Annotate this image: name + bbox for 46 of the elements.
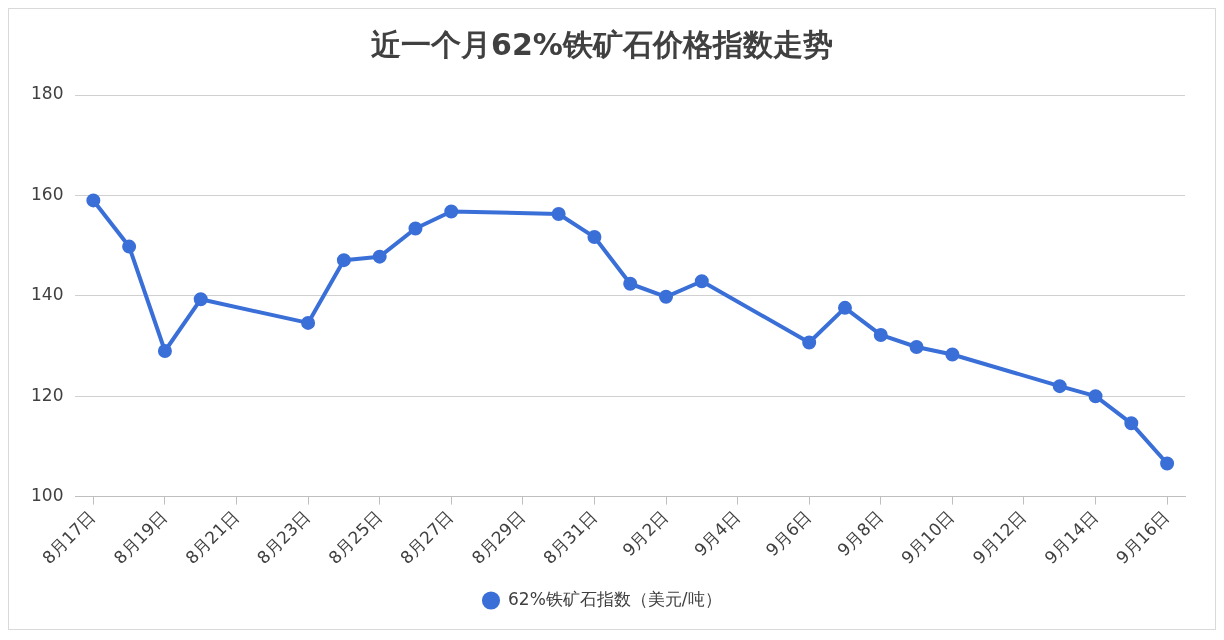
x-tick-label: 8月29日 — [467, 506, 529, 568]
point — [909, 340, 924, 354]
y-tick-label: 180 — [30, 83, 64, 104]
point — [1160, 456, 1175, 471]
point — [623, 276, 638, 291]
y-tick-label: 160 — [30, 183, 64, 204]
point — [694, 274, 709, 289]
point — [551, 206, 566, 221]
x-tick-label: 9月14日 — [1040, 506, 1102, 568]
point — [802, 335, 817, 350]
point — [157, 344, 172, 359]
point — [86, 193, 101, 208]
x-tick-label: 8月23日 — [252, 506, 315, 568]
point — [1088, 389, 1103, 404]
x-tick-label: 9月6日 — [761, 506, 816, 561]
x-tick-label: 9月4日 — [690, 506, 744, 561]
point — [444, 204, 459, 219]
x-tick-label: 9月10日 — [897, 506, 959, 568]
x-tick-label: 9月16日 — [1111, 506, 1174, 568]
point — [1052, 379, 1067, 394]
point — [873, 327, 888, 342]
x-tick-label: 8月31日 — [539, 506, 601, 568]
x-tick-label: 9月12日 — [968, 506, 1030, 568]
point — [336, 253, 351, 268]
y-tick-label: 140 — [30, 284, 64, 305]
point — [659, 289, 674, 304]
point — [301, 315, 316, 330]
point — [193, 292, 208, 307]
point — [587, 230, 602, 245]
point — [372, 249, 387, 264]
y-tick-label: 120 — [30, 384, 64, 405]
y-tick-label: 100 — [30, 485, 64, 506]
point — [945, 347, 960, 362]
x-tick-label: 8月17日 — [38, 506, 100, 568]
x-tick-label: 8月25日 — [324, 506, 386, 568]
chart-title: 近一个月62%铁矿石价格指数走势 — [371, 26, 833, 62]
point — [408, 221, 423, 236]
point — [122, 239, 137, 254]
point — [837, 300, 852, 315]
x-tick-label: 9月8日 — [833, 506, 887, 561]
legend-label: 62%铁矿石指数（美元/吨） — [507, 588, 722, 609]
x-tick-label: 8月19日 — [109, 506, 171, 568]
x-tick-label: 9月2日 — [618, 506, 672, 561]
point — [1124, 416, 1139, 431]
x-tick-label: 8月21日 — [181, 506, 243, 568]
x-tick-label: 8月27日 — [396, 506, 458, 568]
